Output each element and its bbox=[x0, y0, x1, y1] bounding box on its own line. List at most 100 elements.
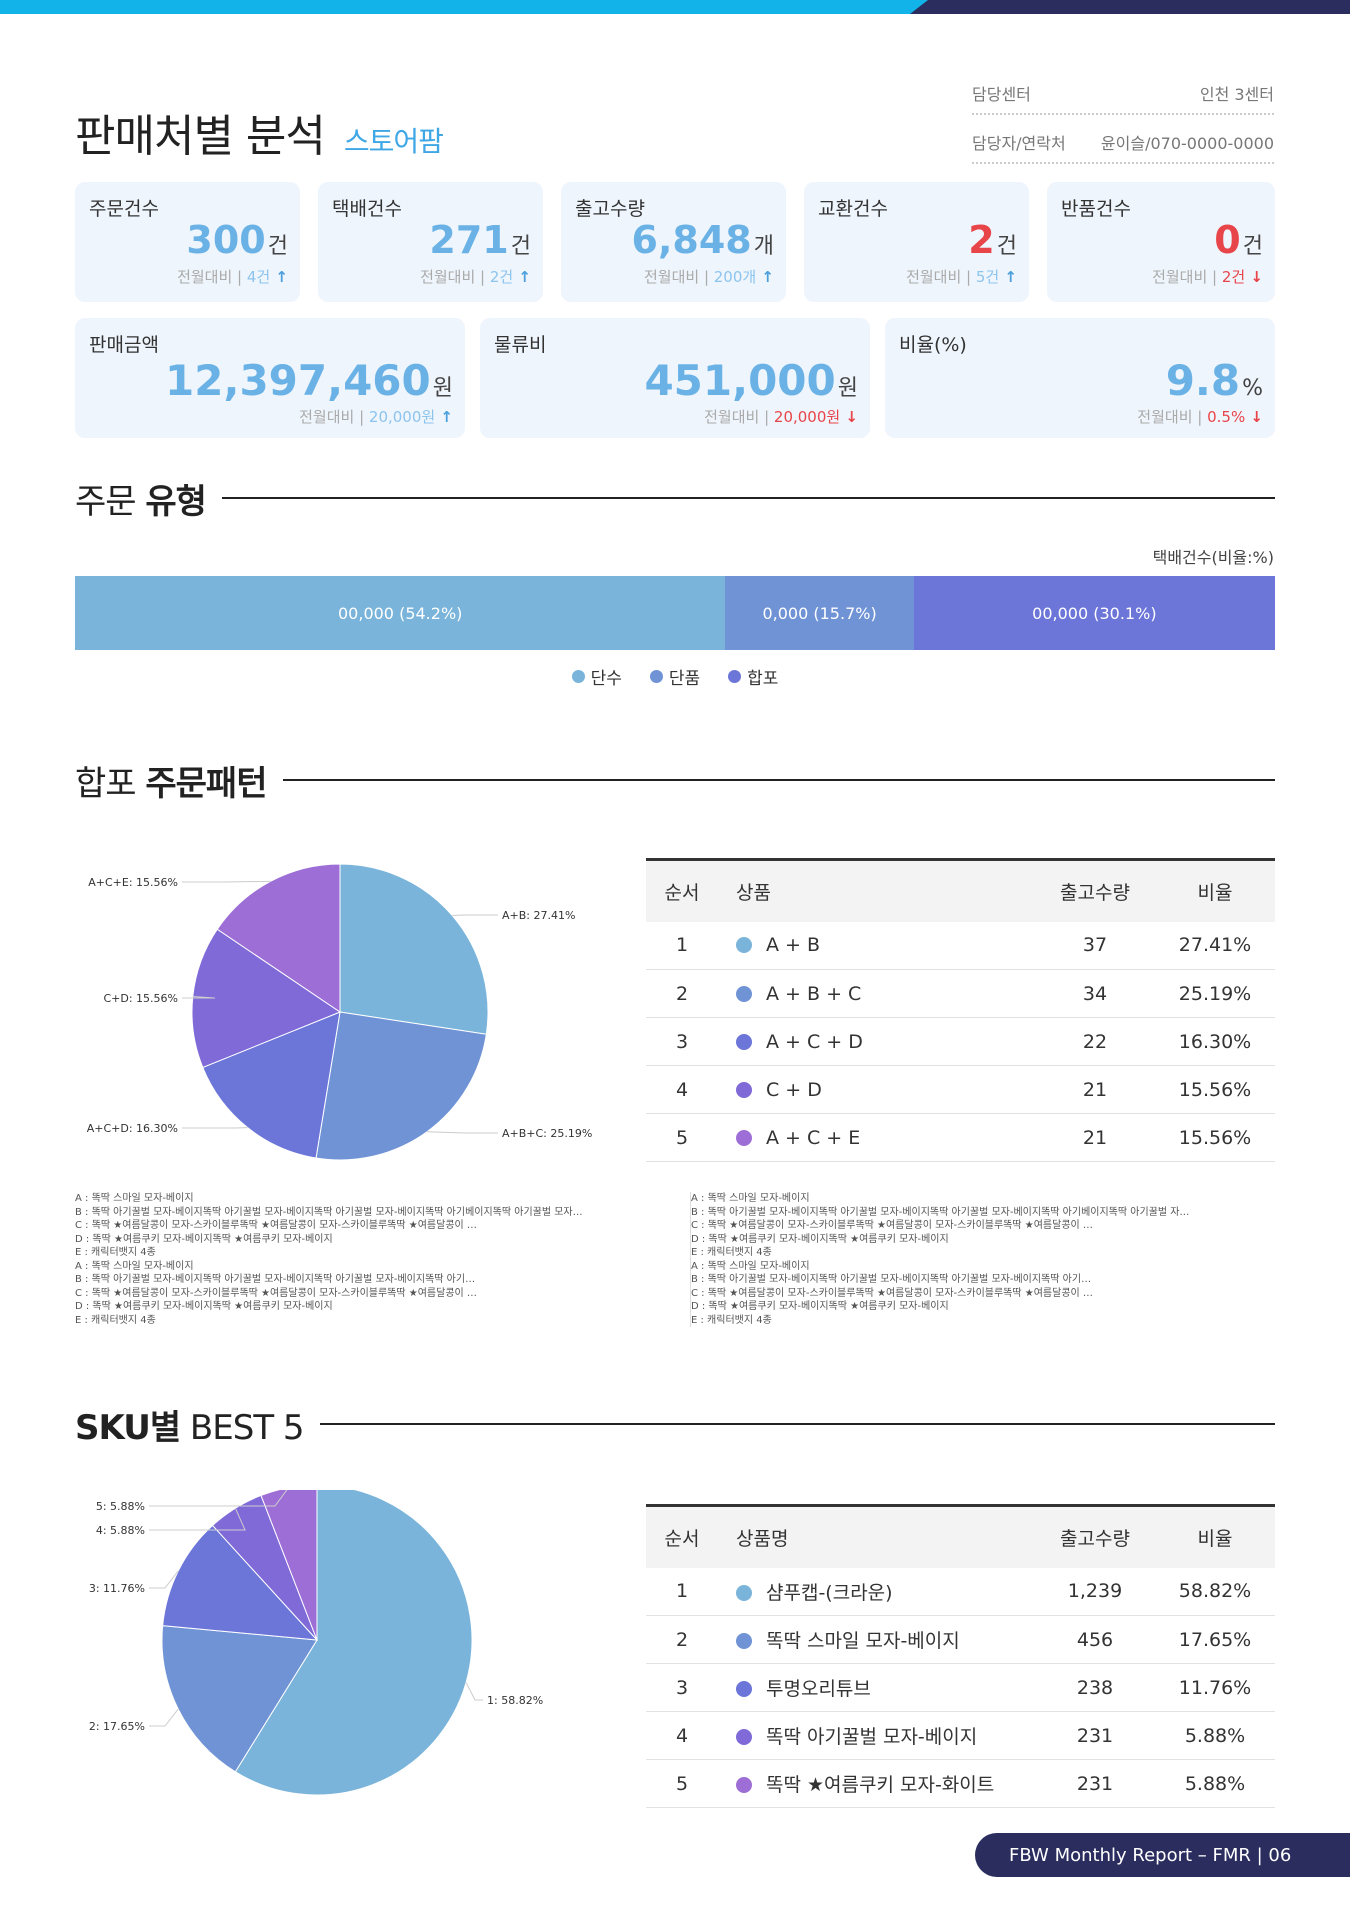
note-line: E : 캐릭터뱃지 4종 bbox=[75, 1247, 156, 1258]
kpi-compare-value: 2건 bbox=[1221, 268, 1246, 286]
kpi-value: 12,397,460원 bbox=[165, 356, 453, 405]
order-type-stacked-bar: 00,000 (54.2%) 0,000 (15.7%) 00,000 (30.1%… bbox=[75, 576, 1275, 650]
kpi-compare-value: 20,000원 bbox=[773, 408, 841, 426]
kpi-compare-label: 전월대비 bbox=[1137, 408, 1193, 426]
kpi-card: 택배건수 271건 전월대비 | 2건 ↑ bbox=[318, 182, 543, 302]
row-rate: 5.88% bbox=[1155, 1759, 1275, 1808]
section-divider bbox=[319, 1423, 1275, 1425]
note-line: C : 똑딱 ★여름달콩이 모자-스카이블루똑딱 ★여름달콩이 모자-스카이블루… bbox=[691, 1287, 1093, 1299]
note-line: B : 똑딱 아기꿀벌 모자-베이지똑딱 아기꿀벌 모자-베이지똑딱 아기꿀벌 … bbox=[691, 1274, 1092, 1285]
table-header-row: 순서 상품명 출고수량 비율 bbox=[646, 1504, 1275, 1568]
row-name-text: C + D bbox=[766, 1078, 822, 1101]
pie-leader-line bbox=[149, 1708, 179, 1727]
top-accent-bar-dark bbox=[910, 0, 1350, 14]
kpi-compare-label: 전월대비 bbox=[906, 268, 962, 286]
row-qty: 22 bbox=[1035, 1017, 1155, 1066]
col-header: 비율 bbox=[1155, 1504, 1275, 1568]
section-order-type: 주문 유형 bbox=[75, 478, 1275, 522]
pie-label: 4: 5.88% bbox=[96, 1524, 145, 1537]
pie-label: 2: 17.65% bbox=[89, 1720, 145, 1733]
note-line: D : 똑딱 ★여름쿠키 모자-베이지똑딱 ★여름쿠키 모자-베이지 bbox=[75, 1233, 333, 1245]
note-line: C : 똑딱 ★여름달콩이 모자-스카이블루똑딱 ★여름달콩이 모자-스카이블루… bbox=[75, 1287, 477, 1299]
kpi-compare-value: 200개 bbox=[713, 268, 757, 286]
kpi-label: 판매금액 bbox=[89, 334, 159, 356]
sku-table: 순서 상품명 출고수량 비율 1 샴푸캡-(크라운) 1,239 58.82% 2 똑딱 … bbox=[646, 1504, 1275, 1808]
kpi-label: 교환건수 bbox=[818, 198, 888, 220]
kpi-unit: 건 bbox=[996, 234, 1017, 259]
kpi-compare: 전월대비 | 2건 ↑ bbox=[420, 268, 531, 286]
kpi-label: 비율(%) bbox=[899, 334, 967, 356]
row-qty: 37 bbox=[1035, 921, 1155, 970]
stack-segment: 0,000 (15.7%) bbox=[725, 576, 914, 650]
sku-pie-chart: 1: 58.82% 2: 17.65% 3: 11.76% 4: 5.88% 5: 5.… bbox=[89, 1490, 543, 1796]
info-row-contact: 담당자/연락처 윤이슬/070-0000-0000 bbox=[972, 127, 1274, 164]
pie-leader-line bbox=[149, 1508, 246, 1531]
row-number: 4 bbox=[646, 1711, 718, 1760]
kpi-compare-value: 0.5% bbox=[1207, 408, 1246, 426]
info-row-center: 담당센터 인천 3센터 bbox=[972, 78, 1274, 115]
info-panel: 담당센터 인천 3센터 담당자/연락처 윤이슬/070-0000-0000 bbox=[972, 78, 1274, 176]
pie-leader-line bbox=[182, 996, 216, 999]
kpi-label: 택배건수 bbox=[332, 198, 402, 220]
kpi-compare-value: 5건 bbox=[975, 268, 1000, 286]
row-color-dot-icon bbox=[736, 1633, 752, 1649]
legend-label: 단수 bbox=[590, 669, 622, 689]
legend-item: 단수 bbox=[571, 664, 622, 689]
row-rate: 15.56% bbox=[1155, 1065, 1275, 1114]
info-label: 담당센터 bbox=[972, 85, 1031, 104]
row-color-dot-icon bbox=[736, 1777, 752, 1793]
row-rate: 17.65% bbox=[1155, 1615, 1275, 1664]
col-header: 상품 bbox=[718, 858, 1035, 922]
kpi-unit: 원 bbox=[837, 376, 858, 401]
footer-badge: FBW Monthly Report – FMR | 06 bbox=[975, 1833, 1350, 1877]
kpi-compare-label: 전월대비 bbox=[643, 268, 700, 286]
pattern-pie-chart: A+B: 27.41% A+B+C: 25.19% A+C+D: 16.30% C+D… bbox=[87, 863, 592, 1161]
row-name-text: A + C + D bbox=[766, 1030, 863, 1053]
kpi-value: 9.8% bbox=[1166, 356, 1263, 405]
row-rate: 27.41% bbox=[1155, 921, 1275, 970]
note-line: E : 캐릭터뱃지 4종 bbox=[691, 1314, 772, 1326]
arrow-up-icon: ↑ bbox=[435, 408, 453, 426]
row-rate: 25.19% bbox=[1155, 969, 1275, 1018]
row-rate: 15.56% bbox=[1155, 1113, 1275, 1162]
kpi-label: 출고수량 bbox=[575, 198, 645, 220]
kpi-card: 물류비 451,000원 전월대비 | 20,000원 ↓ bbox=[480, 318, 870, 438]
pie-slice bbox=[315, 1011, 487, 1161]
pie-label: A+C+D: 16.30% bbox=[87, 1122, 178, 1135]
kpi-unit: 건 bbox=[267, 234, 288, 259]
row-name-text: A + C + E bbox=[766, 1126, 861, 1149]
pie-label: 5: 5.88% bbox=[96, 1500, 145, 1513]
section-title: 합포 주문패턴 bbox=[75, 763, 268, 804]
row-name-text: 똑딱 스마일 모자-베이지 bbox=[766, 1630, 960, 1652]
pie-label: C+D: 15.56% bbox=[103, 992, 178, 1005]
row-number: 2 bbox=[646, 969, 718, 1018]
kpi-card: 판매금액 12,397,460원 전월대비 | 20,000원 ↑ bbox=[75, 318, 465, 438]
row-color-dot-icon bbox=[736, 985, 752, 1002]
kpi-number: 271 bbox=[429, 218, 509, 262]
row-qty: 456 bbox=[1035, 1615, 1155, 1664]
page-title-text: 판매처별 분석 bbox=[75, 111, 326, 162]
pie-leader-line bbox=[452, 914, 498, 917]
stack-caption: 택배건수(비율:%) bbox=[1152, 548, 1274, 567]
row-color-dot-icon bbox=[736, 1729, 752, 1745]
row-name-text: 똑딱 아기꿀벌 모자-베이지 bbox=[766, 1726, 978, 1748]
kpi-compare-label: 전월대비 bbox=[177, 268, 233, 286]
row-name: 샴푸캡-(크라운) bbox=[718, 1567, 1035, 1616]
note-line: B : 똑딱 아기꿀벌 모자-베이지똑딱 아기꿀벌 모자-베이지똑딱 아기꿀벌 … bbox=[691, 1206, 1190, 1218]
kpi-compare-value: 20,000원 bbox=[368, 408, 436, 426]
kpi-value: 0건 bbox=[1214, 218, 1263, 262]
kpi-value: 300건 bbox=[186, 218, 288, 262]
col-header: 비율 bbox=[1155, 858, 1275, 922]
row-number: 4 bbox=[646, 1065, 718, 1114]
table-row: 5 A + C + E 21 15.56% bbox=[646, 1113, 1275, 1162]
kpi-compare: 전월대비 | 2건 ↓ bbox=[1152, 268, 1263, 286]
row-name-text: A + B bbox=[766, 934, 821, 957]
legend-label: 합포 bbox=[747, 669, 779, 689]
table-row: 4 C + D 21 15.56% bbox=[646, 1065, 1275, 1114]
note-line: A : 똑딱 스마일 모자-베이지 bbox=[75, 1193, 194, 1204]
kpi-unit: 원 bbox=[432, 376, 453, 401]
table-row: 1 A + B 37 27.41% bbox=[646, 921, 1275, 970]
note-line: E : 캐릭터뱃지 4종 bbox=[75, 1314, 156, 1326]
section-sku: SKU별 BEST 5 bbox=[75, 1404, 1275, 1448]
page-title: 판매처별 분석 스토어팜 bbox=[75, 100, 444, 164]
